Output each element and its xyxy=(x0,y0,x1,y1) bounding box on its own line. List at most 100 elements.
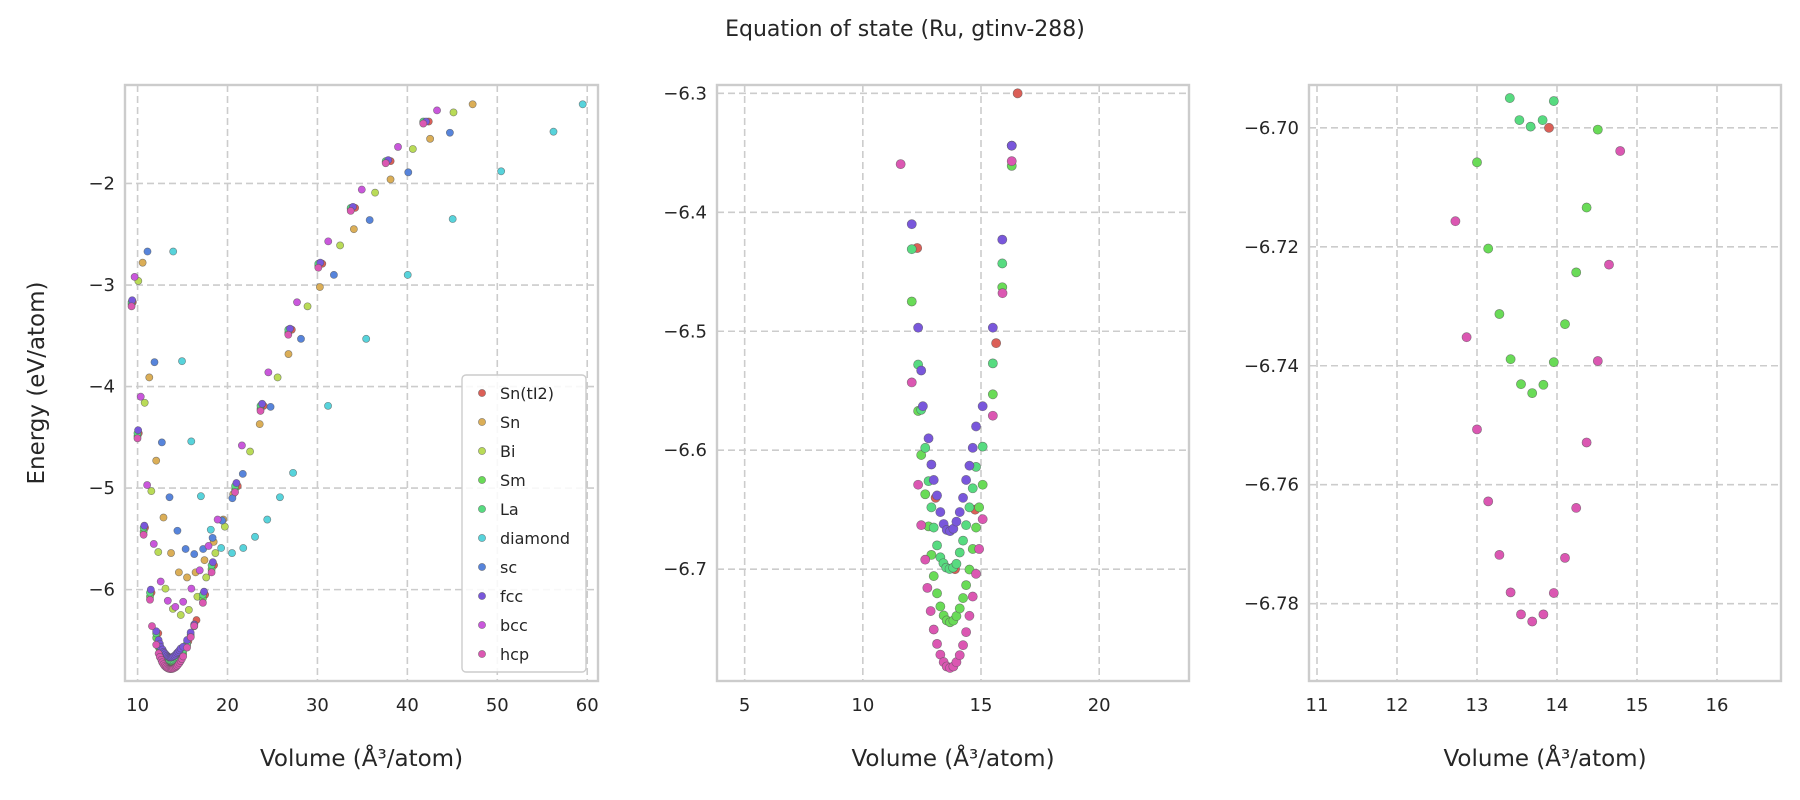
data-point xyxy=(1548,357,1559,368)
data-point xyxy=(971,568,981,579)
data-point xyxy=(163,596,172,605)
data-point xyxy=(171,602,180,611)
data-point xyxy=(964,460,975,471)
data-point xyxy=(238,469,247,478)
data-point xyxy=(134,426,143,435)
data-point xyxy=(190,550,199,558)
x-tick-label: 13 xyxy=(1466,695,1489,716)
data-point xyxy=(426,134,435,143)
data-point xyxy=(977,401,988,412)
data-point xyxy=(1505,354,1516,365)
data-point xyxy=(991,338,1002,349)
data-point xyxy=(1527,616,1538,627)
data-point xyxy=(190,621,199,630)
data-point xyxy=(152,456,161,465)
data-point xyxy=(932,588,942,599)
axes-frame xyxy=(1307,83,1783,683)
x-tick-label: 20 xyxy=(1088,695,1111,716)
x-tick-label: 40 xyxy=(396,695,419,716)
data-point xyxy=(394,143,402,151)
x-axis-label: Volume (Å³/atom) xyxy=(851,744,1054,772)
data-point xyxy=(315,283,324,291)
data-point xyxy=(1504,93,1515,103)
x-tick-label: 12 xyxy=(1386,695,1409,716)
data-point xyxy=(1571,503,1582,513)
data-point xyxy=(1450,216,1461,227)
data-point xyxy=(284,350,293,358)
data-point xyxy=(951,558,962,569)
data-point xyxy=(263,515,272,524)
data-point xyxy=(958,492,968,503)
data-point xyxy=(145,373,154,382)
legend-marker xyxy=(478,650,486,658)
data-point xyxy=(1527,388,1538,399)
data-point xyxy=(130,272,139,281)
y-tick-label: −6.76 xyxy=(1244,475,1299,496)
legend-marker xyxy=(478,505,486,513)
data-point xyxy=(925,606,936,616)
data-point xyxy=(958,535,968,546)
data-point xyxy=(149,540,158,548)
data-point xyxy=(1581,202,1592,213)
data-point xyxy=(184,606,193,614)
data-point xyxy=(1548,96,1559,106)
data-point xyxy=(932,490,942,501)
data-point xyxy=(133,434,142,443)
data-point xyxy=(251,532,259,541)
legend-label: hcp xyxy=(500,645,529,664)
data-point xyxy=(932,638,942,649)
x-tick-label: 10 xyxy=(126,695,149,716)
data-point xyxy=(916,365,927,376)
data-point xyxy=(200,556,209,565)
data-point xyxy=(1581,437,1592,448)
data-point xyxy=(1472,424,1482,435)
data-point xyxy=(1461,332,1472,343)
data-point xyxy=(284,330,293,339)
data-point xyxy=(161,584,170,593)
data-point xyxy=(935,601,946,612)
data-point xyxy=(1494,550,1505,560)
data-point xyxy=(140,398,149,407)
data-point xyxy=(152,640,161,649)
data-point xyxy=(1560,552,1570,563)
data-point xyxy=(926,502,937,513)
data-point xyxy=(926,459,937,470)
x-tick-label: 10 xyxy=(851,695,874,716)
data-point xyxy=(935,507,946,517)
legend-item: diamond xyxy=(478,529,570,548)
data-point xyxy=(967,442,978,453)
series-fcc xyxy=(128,117,430,662)
legend-item: bcc xyxy=(478,616,528,635)
data-point xyxy=(165,493,174,502)
data-point xyxy=(906,219,917,230)
legend-frame xyxy=(461,374,587,673)
data-point xyxy=(951,516,962,527)
data-point xyxy=(198,598,207,607)
data-point xyxy=(136,392,145,401)
x-tick-label: 50 xyxy=(486,695,509,716)
data-point xyxy=(445,128,454,137)
data-point xyxy=(138,258,147,267)
data-points xyxy=(127,100,587,674)
data-point xyxy=(228,549,236,557)
data-point xyxy=(974,502,985,513)
data-point xyxy=(404,168,413,177)
y-tick-label: −6.4 xyxy=(663,202,707,223)
data-point xyxy=(143,481,152,489)
data-point xyxy=(1544,122,1554,133)
data-point xyxy=(150,358,159,367)
data-point xyxy=(967,591,978,602)
data-point xyxy=(204,542,213,550)
data-points xyxy=(895,88,1023,673)
legend-label: Bi xyxy=(500,442,515,461)
data-point xyxy=(954,650,965,661)
x-tick-label: 15 xyxy=(1626,695,1649,716)
data-point xyxy=(449,108,458,117)
x-axis-label: Volume (Å³/atom) xyxy=(1443,744,1646,772)
data-point xyxy=(916,520,927,531)
data-point xyxy=(932,540,942,551)
series-hcp xyxy=(895,156,1017,673)
y-tick-label: −6.70 xyxy=(1244,118,1299,139)
data-point xyxy=(961,627,972,638)
